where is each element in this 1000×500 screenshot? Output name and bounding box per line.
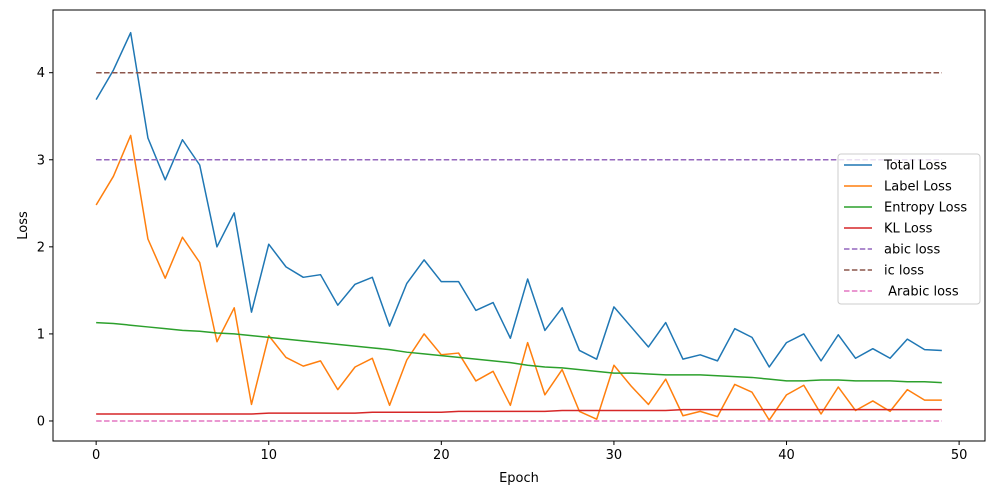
y-tick-label: 4	[37, 66, 45, 81]
x-tick-label: 20	[433, 448, 450, 463]
x-axis-ticks: 0 10 20 30 40 50	[92, 441, 967, 463]
y-axis-ticks: 0 1 2 3 4	[37, 66, 53, 429]
legend-label: KL Loss	[884, 222, 933, 237]
legend-label: Arabic loss	[884, 285, 959, 300]
plot-frame	[52, 9, 986, 442]
series-line-label-loss	[95, 134, 942, 421]
x-axis-label: Epoch	[499, 471, 539, 486]
x-tick-label: 50	[951, 448, 968, 463]
series-line-kl-loss	[96, 408, 942, 415]
plot-lines	[95, 31, 942, 422]
series-line-total-loss	[95, 31, 942, 368]
legend-label: ic loss	[884, 264, 924, 279]
legend-label: Entropy Loss	[884, 201, 967, 216]
x-tick-label: 40	[778, 448, 795, 463]
legend-box	[837, 153, 981, 305]
y-axis-label: Loss	[16, 211, 31, 240]
y-tick-label: 3	[37, 153, 45, 168]
x-tick-label: 10	[260, 448, 277, 463]
x-tick-label: 0	[92, 448, 100, 463]
series-line-entropy-loss	[96, 321, 942, 384]
y-tick-label: 1	[37, 327, 45, 342]
legend: Total Loss Label Loss Entropy Loss KL Loss a…	[837, 153, 981, 305]
legend-label: abic loss	[884, 243, 940, 258]
y-tick-label: 0	[37, 414, 45, 429]
legend-label: Label Loss	[884, 180, 952, 195]
x-tick-label: 30	[606, 448, 623, 463]
y-tick-label: 2	[37, 240, 45, 255]
legend-label: Total Loss	[883, 159, 947, 174]
